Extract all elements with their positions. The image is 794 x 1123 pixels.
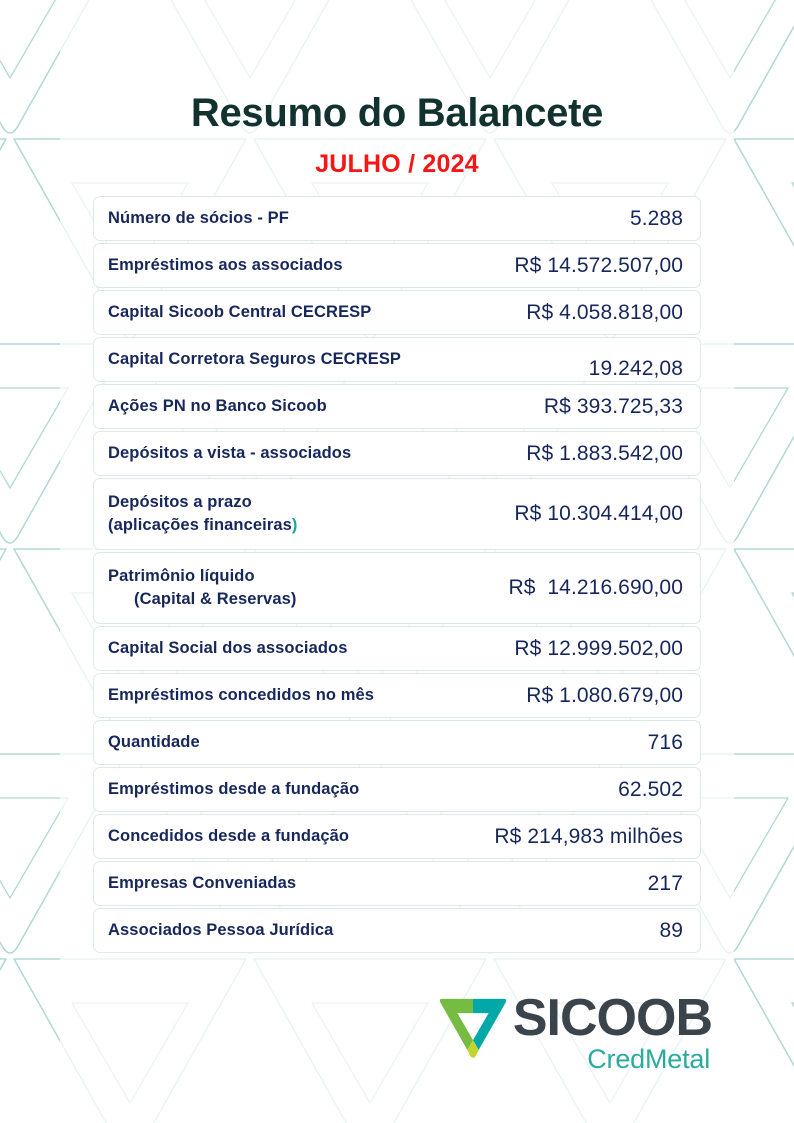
- row-label: Empréstimos desde a fundação: [108, 779, 360, 798]
- row-label: Capital Social dos associados: [108, 638, 348, 657]
- sicoob-triangle-icon: [439, 998, 507, 1058]
- table-row: Ações PN no Banco Sicoob R$ 393.725,33: [93, 384, 701, 429]
- row-label: Empréstimos aos associados: [108, 255, 343, 274]
- logo-subtitle: CredMetal: [587, 1043, 710, 1074]
- table-row: Depósitos a vista - associados R$ 1.883.5…: [93, 431, 701, 476]
- report-period: JULHO / 2024: [315, 150, 479, 178]
- row-value: R$ 10.304.414,00: [514, 502, 683, 525]
- table-row: Empresas Conveniadas 217: [93, 861, 701, 906]
- row-label: Empresas Conveniadas: [108, 873, 297, 892]
- sicoob-logo: SICOOB CredMetal: [437, 988, 713, 1075]
- row-label: Empréstimos concedidos no mês: [108, 685, 375, 704]
- row-label: Capital Sicoob Central CECRESP: [108, 302, 372, 321]
- row-label: Patrimônio líquido (Capital & Reservas): [108, 565, 304, 612]
- summary-table: Número de sócios - PF 5.288 Empréstimos ao…: [93, 196, 701, 953]
- row-value: 19.242,08: [588, 356, 683, 380]
- logo-text: SICOOB CredMetal: [512, 988, 713, 1075]
- row-value: R$ 14.216.690,00: [508, 576, 683, 599]
- table-row: Empréstimos desde a fundação 62.502: [93, 767, 701, 812]
- page-header: Resumo do Balancete JULHO / 2024: [0, 0, 794, 179]
- page-title: Resumo do Balancete: [190, 91, 604, 135]
- row-value: R$ 393.725,33: [543, 394, 683, 418]
- row-value: 89: [659, 918, 683, 942]
- row-label: Número de sócios - PF: [108, 208, 289, 227]
- table-row: Capital Sicoob Central CECRESP R$ 4.058.8…: [93, 290, 701, 335]
- row-label: Capital Corretora Seguros CECRESP: [108, 349, 402, 368]
- row-label: Depósitos a prazo (aplicações financeira…: [108, 492, 298, 534]
- row-label: Concedidos desde a fundação: [108, 826, 350, 845]
- row-value: R$ 12.999.502,00: [514, 636, 683, 660]
- accent-parenthesis: ): [291, 516, 298, 534]
- table-row: Associados Pessoa Jurídica 89: [93, 908, 701, 953]
- row-label: Ações PN no Banco Sicoob: [108, 396, 327, 415]
- row-value: 217: [647, 871, 683, 895]
- table-row: Empréstimos concedidos no mês R$ 1.080.67…: [93, 673, 701, 718]
- row-value: R$ 214,983 milhões: [494, 824, 683, 848]
- row-value: R$ 14.572.507,00: [514, 253, 683, 277]
- table-row: Concedidos desde a fundação R$ 214,983 mi…: [93, 814, 701, 859]
- row-value: R$ 1.080.679,00: [526, 683, 683, 707]
- row-label-subline: (Capital & Reservas): [134, 590, 297, 608]
- row-label: Depósitos a vista - associados: [108, 443, 352, 462]
- table-row: Número de sócios - PF 5.288: [93, 196, 701, 241]
- row-label: Associados Pessoa Jurídica: [108, 920, 334, 939]
- row-value: R$ 1.883.542,00: [526, 441, 683, 465]
- row-value: R$ 4.058.818,00: [526, 300, 683, 324]
- table-row: Depósitos a prazo (aplicações financeira…: [93, 478, 701, 550]
- table-row: Quantidade 716: [93, 720, 701, 765]
- table-row: Capital Social dos associados R$ 12.999.5…: [93, 626, 701, 671]
- logo-wordmark: SICOOB: [512, 988, 713, 1047]
- row-value: 62.502: [618, 777, 683, 801]
- table-row: Capital Corretora Seguros CECRESP 19.242,…: [93, 337, 701, 382]
- table-row: Patrimônio líquido (Capital & Reservas) R$…: [93, 552, 701, 624]
- row-value: 5.288: [629, 206, 683, 230]
- table-row: Empréstimos aos associados R$ 14.572.507,…: [93, 243, 701, 288]
- row-value: 716: [647, 730, 683, 754]
- row-label: Quantidade: [108, 732, 200, 751]
